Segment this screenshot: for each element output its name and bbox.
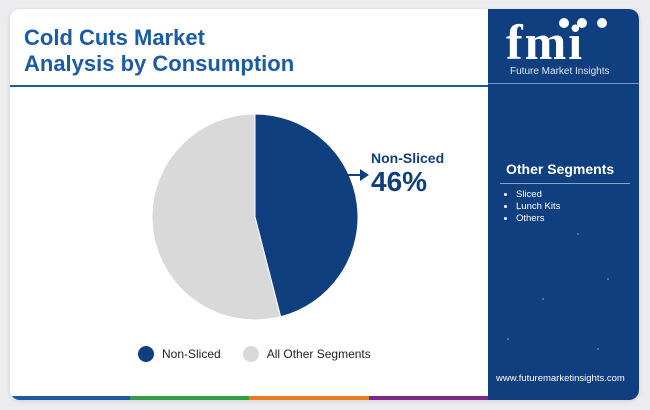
bar-segment-3 [249,396,369,400]
callout-arrow-head [360,169,369,181]
bar-segment-1 [10,396,130,400]
segments-divider [500,183,630,184]
segment-item-sliced: Sliced [516,189,560,201]
title-line-1: Cold Cuts Market [24,25,205,50]
callout-label: Non-Sliced [371,150,445,166]
callout-value: 46% [371,166,428,197]
sidebar: fmi Future Market Insights Other Segment… [488,9,639,400]
website-url: www.futuremarketinsights.com [496,373,625,384]
sidebar-texture [507,208,609,350]
title-line-2: Analysis by Consumption [24,51,295,76]
pie-slice-non-sliced [254,113,359,318]
legend-item-non-sliced: Non-Sliced [138,346,221,362]
segment-item-lunch-kits: Lunch Kits [516,201,560,213]
pie-chart [151,113,369,321]
bottom-color-bar [10,396,488,400]
logo-tagline: Future Market Insights [510,66,610,77]
fmi-logo: fmi [506,15,607,67]
legend-swatch-other [242,346,259,362]
legend-label-other: All Other Segments [266,347,371,361]
legend-swatch-non-sliced [138,346,154,362]
segments-list: Sliced Lunch Kits Others [494,189,560,225]
bar-segment-2 [129,396,249,400]
infographic-card: Cold Cuts Market Analysis by Consumption… [10,9,639,400]
logo-wordmark: fmi [506,15,584,67]
pie-slice-all-other-segments [151,113,282,321]
logo-icon-3 [597,18,607,28]
page-title: Cold Cuts Market Analysis by Consumption [24,25,294,77]
segments-title: Other Segments [506,161,615,177]
logo-icon-1 [559,18,569,28]
title-underline [10,85,488,87]
segment-item-others: Others [516,213,560,225]
legend-item-other: All Other Segments [242,346,371,362]
bar-segment-4 [368,396,488,400]
logo-icon-2 [577,18,587,28]
logo-divider [488,83,639,84]
callout: Non-Sliced 46% [371,150,444,198]
legend-label-non-sliced: Non-Sliced [162,347,221,361]
legend: Non-Sliced All Other Segments [138,346,393,362]
